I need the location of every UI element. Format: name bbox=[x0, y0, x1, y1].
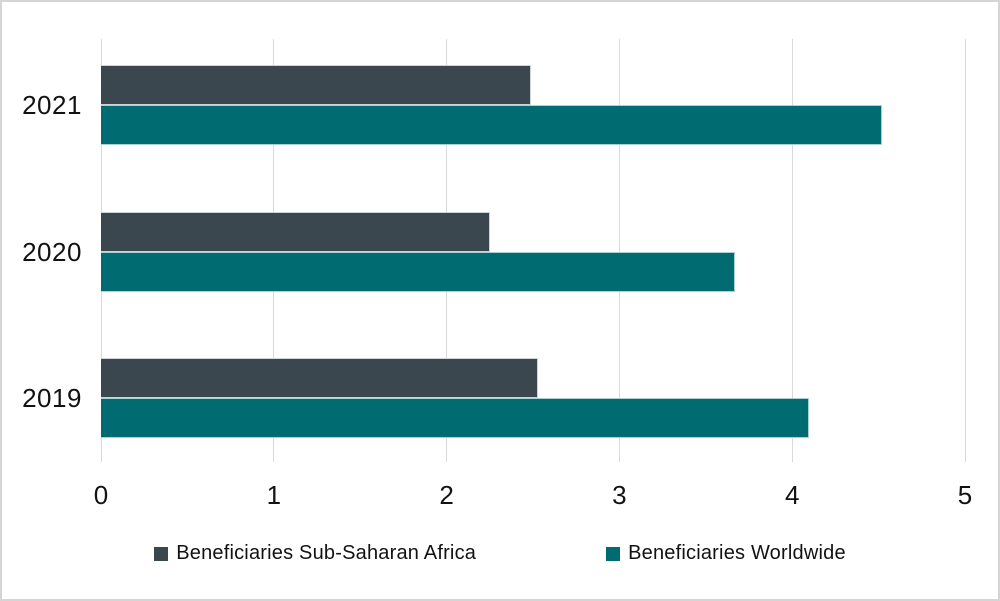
gridline bbox=[791, 39, 793, 462]
bar-group-2021 bbox=[101, 65, 965, 145]
x-tick-label: 2 bbox=[439, 480, 454, 510]
legend-swatch-worldwide-icon bbox=[606, 546, 621, 561]
legend-item-sub-saharan-africa: Beneficiaries Sub-Saharan Africa bbox=[154, 542, 476, 565]
bar-group-2020 bbox=[101, 211, 965, 292]
x-tick-label: 4 bbox=[784, 480, 800, 510]
bar-2021-series-1 bbox=[101, 105, 883, 145]
bar-2019-series-0 bbox=[101, 358, 539, 398]
legend-swatch-sub-saharan-africa-icon bbox=[154, 546, 169, 561]
plot-area bbox=[100, 39, 966, 462]
bar-2020-series-0 bbox=[101, 211, 490, 252]
x-tick-label: 0 bbox=[93, 480, 109, 510]
y-axis-label-2021: 2021 bbox=[22, 90, 82, 120]
y-axis-label-2020: 2020 bbox=[22, 236, 82, 267]
bar-2020-series-1 bbox=[101, 251, 736, 292]
legend: Beneficiaries Sub-Saharan Africa Benefic… bbox=[2, 542, 998, 565]
x-axis: 0 1 2 3 4 5 bbox=[94, 480, 972, 514]
gridline bbox=[964, 39, 966, 462]
legend-label-worldwide: Beneficiaries Worldwide bbox=[628, 542, 846, 564]
y-axis-label-2019: 2019 bbox=[22, 383, 82, 413]
legend-item-worldwide: Beneficiaries Worldwide bbox=[606, 542, 846, 565]
x-tick-label: 1 bbox=[266, 480, 282, 510]
bar-group-2019 bbox=[101, 358, 965, 438]
bar-2021-series-0 bbox=[101, 65, 532, 105]
x-tick-label: 5 bbox=[957, 480, 973, 510]
legend-label-sub-saharan-africa: Beneficiaries Sub-Saharan Africa bbox=[176, 542, 477, 564]
gridline bbox=[618, 39, 620, 462]
bar-2019-series-1 bbox=[101, 398, 810, 438]
x-tick-label: 3 bbox=[612, 480, 627, 510]
